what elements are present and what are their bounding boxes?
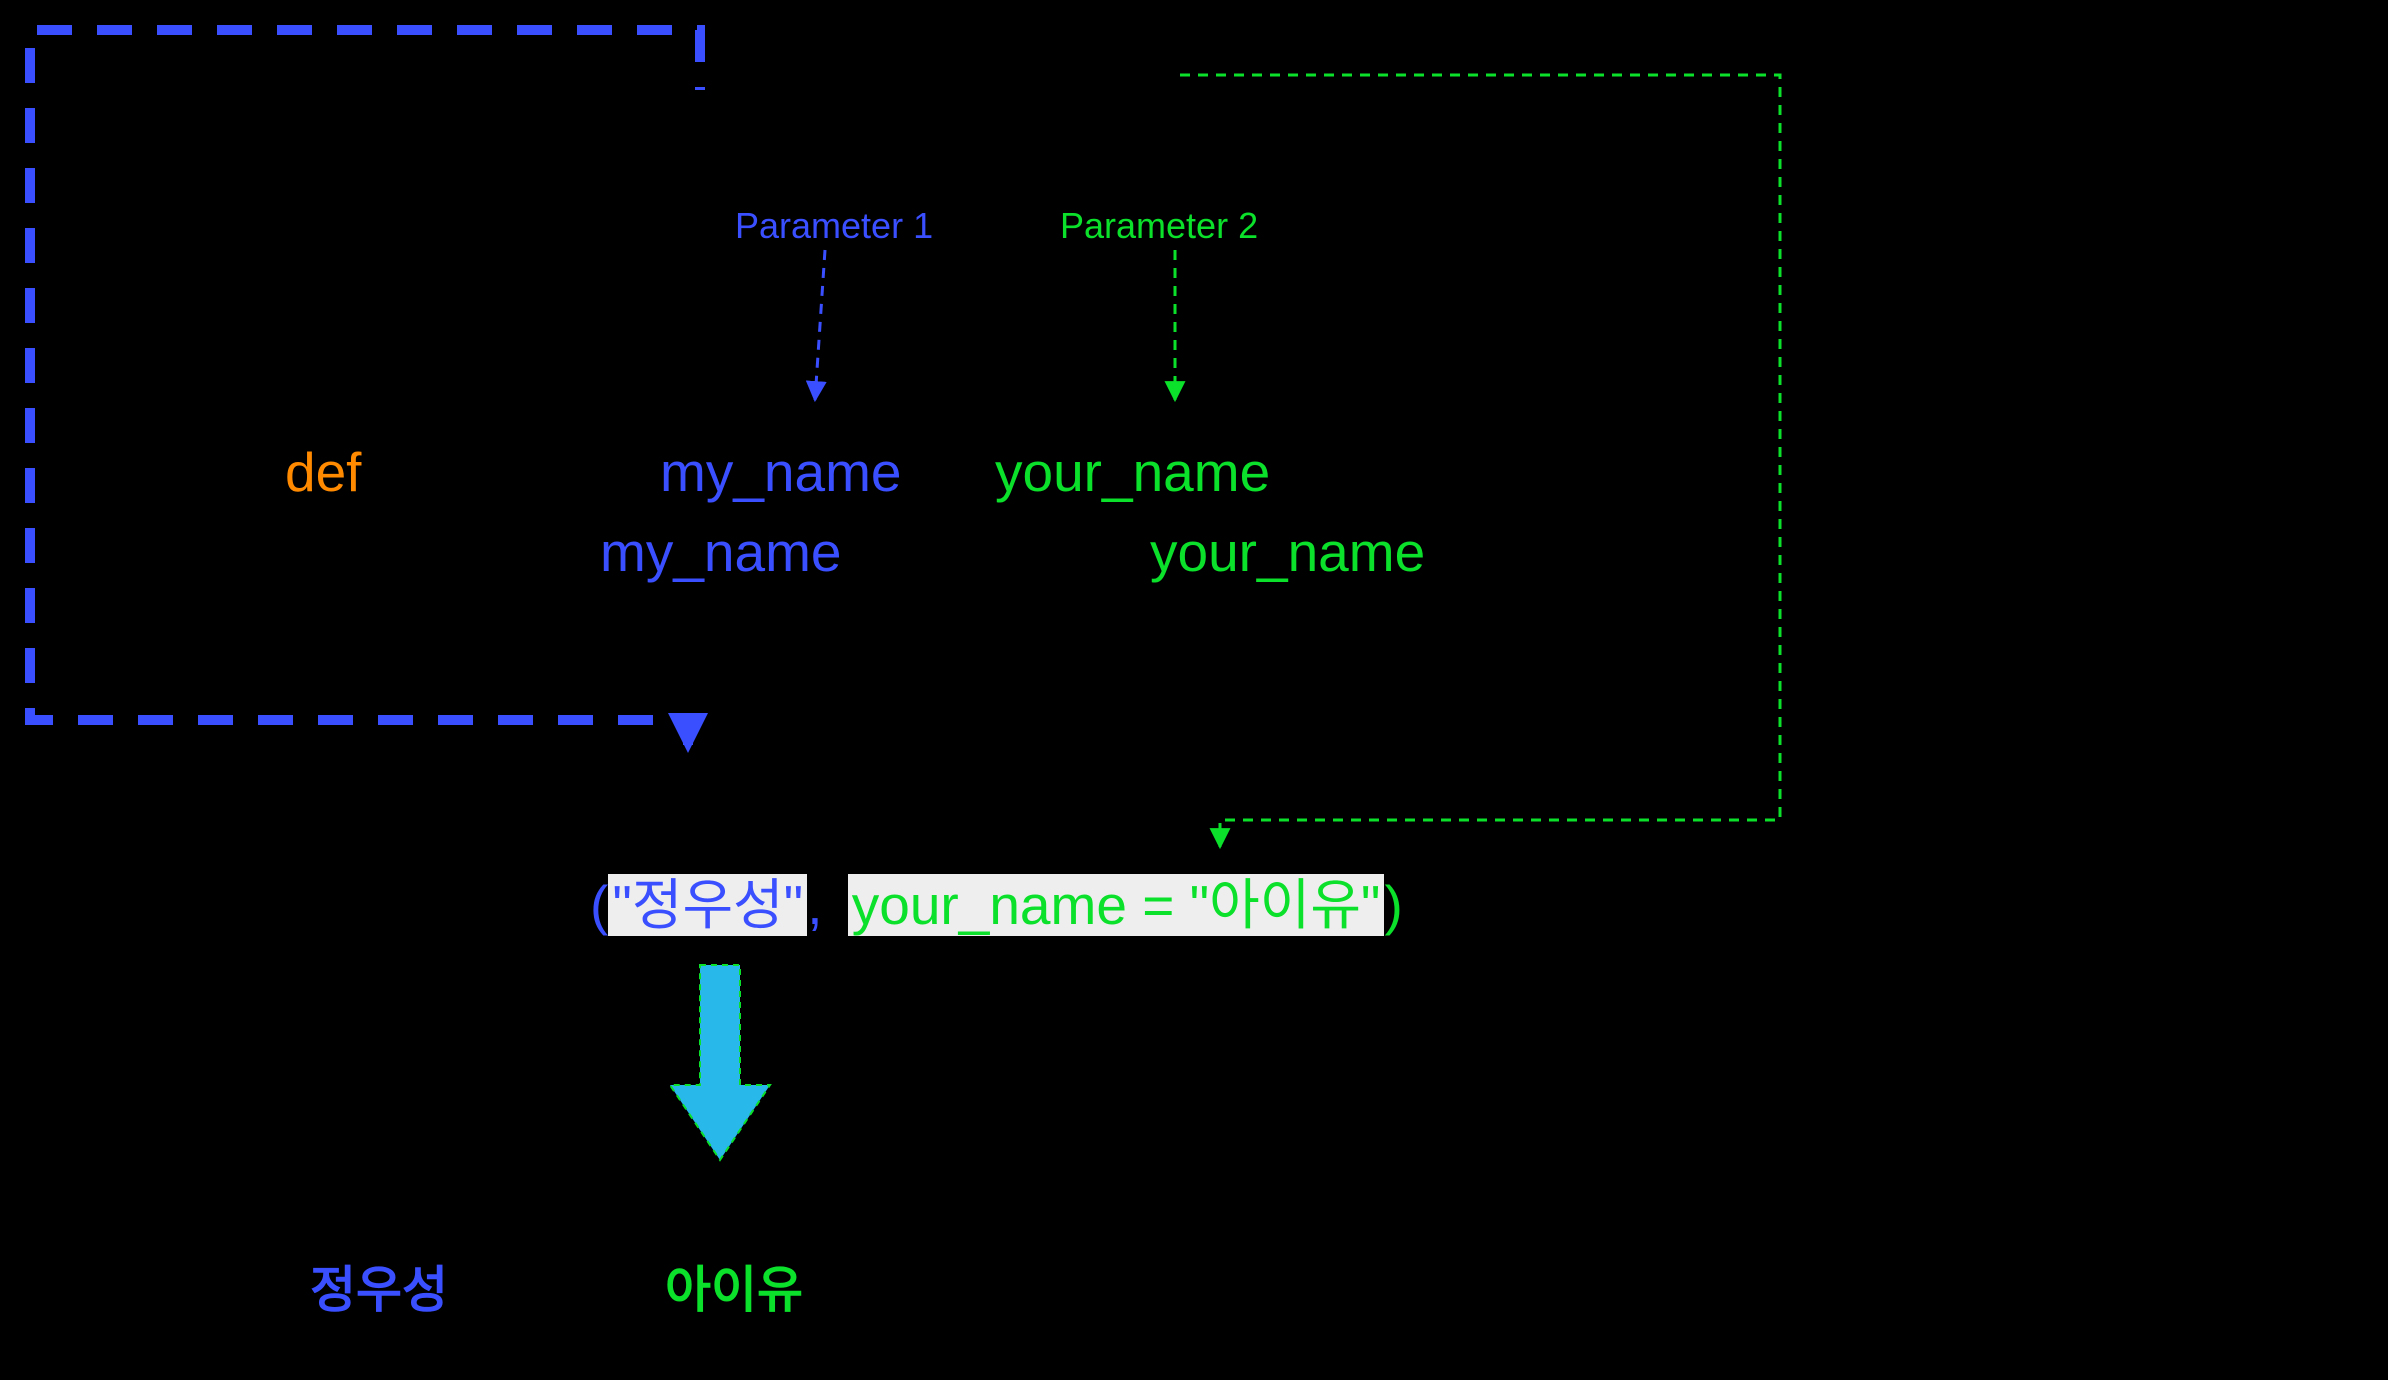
output-result1: 정우성 xyxy=(310,1250,448,1322)
call-arg2: your_name = "아이유" xyxy=(848,874,1385,936)
call-close-paren: ) xyxy=(1384,874,1402,936)
call-comma: , xyxy=(807,874,822,936)
body-param2: your_name xyxy=(1150,520,1425,584)
param2-name: your_name xyxy=(995,440,1270,504)
cyan-big-arrow xyxy=(670,965,770,1160)
param1-label: Parameter 1 xyxy=(735,205,933,247)
call-line: ("정우성", your_name = "아이유") xyxy=(590,860,1403,940)
param1-name: my_name xyxy=(660,440,901,504)
keyword-def: def xyxy=(285,440,361,504)
param1-arrow xyxy=(815,250,825,400)
output-result2: 아이유 xyxy=(665,1250,803,1322)
param2-label: Parameter 2 xyxy=(1060,205,1258,247)
blue-dashed-path xyxy=(30,30,700,745)
call-arg1: "정우성" xyxy=(608,874,807,936)
call-open-paren: ( xyxy=(590,874,608,936)
body-param1: my_name xyxy=(600,520,841,584)
